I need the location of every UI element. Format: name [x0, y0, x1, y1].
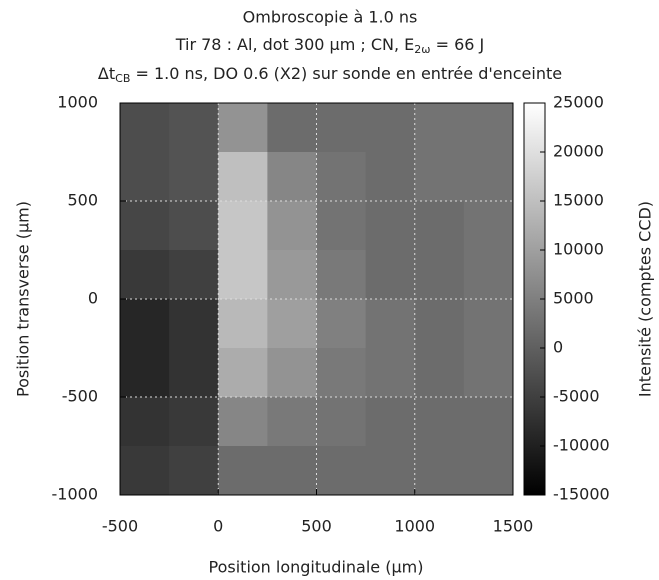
heatmap-cell	[316, 348, 367, 398]
heatmap-cell	[267, 397, 317, 447]
heatmap-cell	[267, 201, 317, 251]
heatmap-cell	[267, 152, 317, 202]
heatmap-cell	[463, 250, 514, 300]
heatmap-cell	[414, 201, 465, 251]
heatmap-cell	[365, 397, 416, 447]
heatmap-cell	[365, 152, 416, 202]
heatmap-cell	[414, 397, 465, 447]
heatmap-cell	[218, 201, 268, 251]
y-tick-label: 500	[67, 191, 98, 210]
subtitle-part: = 66 J	[431, 35, 485, 54]
y-tick-label: -1000	[52, 485, 99, 504]
heatmap-cell	[120, 348, 170, 398]
heatmap-cell	[316, 250, 367, 300]
x-tick-label: 1500	[493, 517, 534, 536]
heatmap-cell	[463, 152, 514, 202]
y-tick-label: 1000	[57, 93, 98, 112]
colorbar-tick-label: -15000	[553, 485, 610, 504]
heatmap-cell	[463, 348, 514, 398]
y-tick-label: -500	[62, 387, 98, 406]
heatmap-cell	[267, 446, 317, 496]
colorbar-tick-label: -5000	[553, 387, 600, 406]
heatmap-cell	[414, 103, 465, 153]
heatmap-cell	[463, 446, 514, 496]
heatmap-cell	[414, 250, 465, 300]
y-axis-label: Position transverse (µm)	[14, 201, 33, 397]
colorbar-label: Intensité (comptes CCD)	[636, 201, 655, 397]
heatmap-cell	[267, 348, 317, 398]
heatmap-cell	[218, 348, 268, 398]
colorbar-tick-label: 25000	[553, 93, 604, 112]
heatmap-cell	[316, 299, 367, 349]
heatmap-cell	[463, 103, 514, 153]
heatmap-cell	[218, 299, 268, 349]
heatmap-cell	[169, 397, 219, 447]
heatmap-cell	[218, 103, 268, 153]
heatmap-cell	[169, 201, 219, 251]
heatmap-cell	[218, 446, 268, 496]
heatmap-cell	[463, 201, 514, 251]
heatmap-cell	[169, 152, 219, 202]
heatmap-cell	[120, 446, 170, 496]
heatmap-cell	[120, 103, 170, 153]
heatmap-cell	[414, 152, 465, 202]
heatmap-cell	[120, 397, 170, 447]
heatmap-cell	[463, 397, 514, 447]
chart-subtitle: ΔtCB = 1.0 ns, DO 0.6 (X2) sur sonde en …	[98, 64, 562, 86]
colorbar-tick-label: 0	[553, 338, 563, 357]
heatmap-cell	[169, 446, 219, 496]
heatmap-cell	[365, 201, 416, 251]
heatmap-cell	[316, 397, 367, 447]
x-tick-label: 1000	[394, 517, 435, 536]
heatmap-cell	[218, 250, 268, 300]
colorbar-tick-label: 10000	[553, 240, 604, 259]
subtitle-part: = 1.0 ns, DO 0.6 (X2) sur sonde en entré…	[130, 64, 562, 83]
heatmap-cell	[365, 446, 416, 496]
x-tick-label: 0	[213, 517, 223, 536]
heatmap-cell	[169, 299, 219, 349]
plot-frame	[119, 102, 514, 496]
heatmap-cell	[316, 152, 367, 202]
heatmap-cell	[169, 103, 219, 153]
heatmap-cell	[316, 201, 367, 251]
heatmap-cell	[218, 397, 268, 447]
y-tick-label: 0	[88, 289, 98, 308]
heatmap-cell	[316, 446, 367, 496]
heatmap-cell	[267, 299, 317, 349]
x-axis-label: Position longitudinale (µm)	[209, 558, 424, 577]
heatmap-cell	[120, 250, 170, 300]
colorbar-tick-label: 20000	[553, 142, 604, 161]
subtitle-part: Δt	[98, 64, 115, 83]
heatmap-cell	[365, 348, 416, 398]
subtitle-subscript: CB	[115, 72, 130, 85]
x-tick-label: 500	[301, 517, 332, 536]
heatmap-cell	[414, 348, 465, 398]
heatmap-cell	[463, 299, 514, 349]
subtitle-subscript: 2ω	[414, 43, 430, 56]
heatmap-cell	[267, 103, 317, 153]
x-tick-label: -500	[102, 517, 138, 536]
chart-subtitle: Tir 78 : Al, dot 300 µm ; CN, E2ω = 66 J	[175, 35, 485, 57]
colorbar-tick-label: 5000	[553, 289, 594, 308]
chart-title: Ombroscopie à 1.0 ns	[243, 8, 418, 27]
colorbar-tick-label: 15000	[553, 191, 604, 210]
heatmap-cell	[169, 250, 219, 300]
heatmap-cell	[414, 446, 465, 496]
heatmap-cell	[169, 348, 219, 398]
heatmap-cell	[316, 103, 367, 153]
heatmap-cell	[120, 201, 170, 251]
heatmap-cell	[218, 152, 268, 202]
heatmap-cell	[120, 299, 170, 349]
heatmap-cell	[365, 299, 416, 349]
heatmap-cell	[120, 152, 170, 202]
heatmap-cell	[267, 250, 317, 300]
heatmap-cell	[365, 250, 416, 300]
colorbar-tick-label: -10000	[553, 436, 610, 455]
heatmap-cell	[414, 299, 465, 349]
heatmap-cell	[365, 103, 416, 153]
subtitle-part: Tir 78 : Al, dot 300 µm ; CN, E	[175, 35, 415, 54]
